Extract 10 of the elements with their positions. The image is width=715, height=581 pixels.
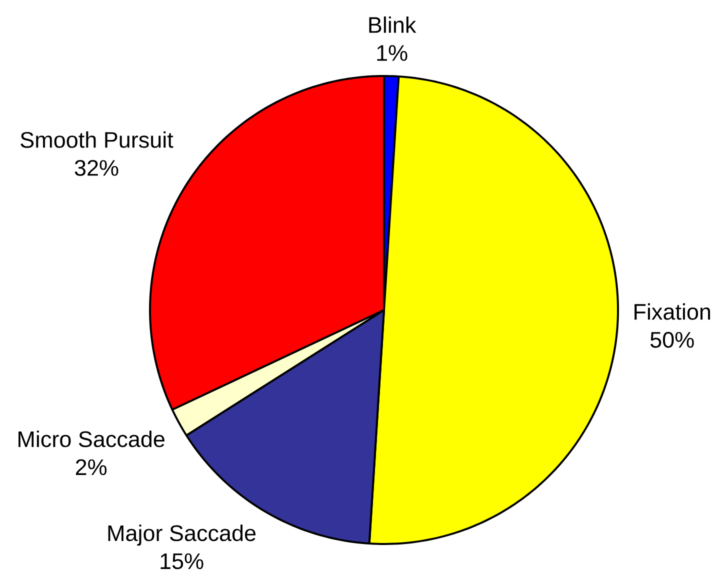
slice-label: Major Saccade (108, 524, 256, 546)
slice-label: Blink (369, 16, 416, 33)
slice-label: Smooth Pursuit (20, 131, 174, 148)
data-label: 2% (76, 459, 107, 476)
data-label: 50% (650, 332, 694, 348)
slice-label: Fixation (634, 303, 710, 320)
data-label: 1% (377, 45, 408, 61)
data-label: 32% (74, 160, 118, 176)
slice-label: Micro Saccade (18, 430, 164, 448)
data-label: 15% (160, 553, 204, 570)
